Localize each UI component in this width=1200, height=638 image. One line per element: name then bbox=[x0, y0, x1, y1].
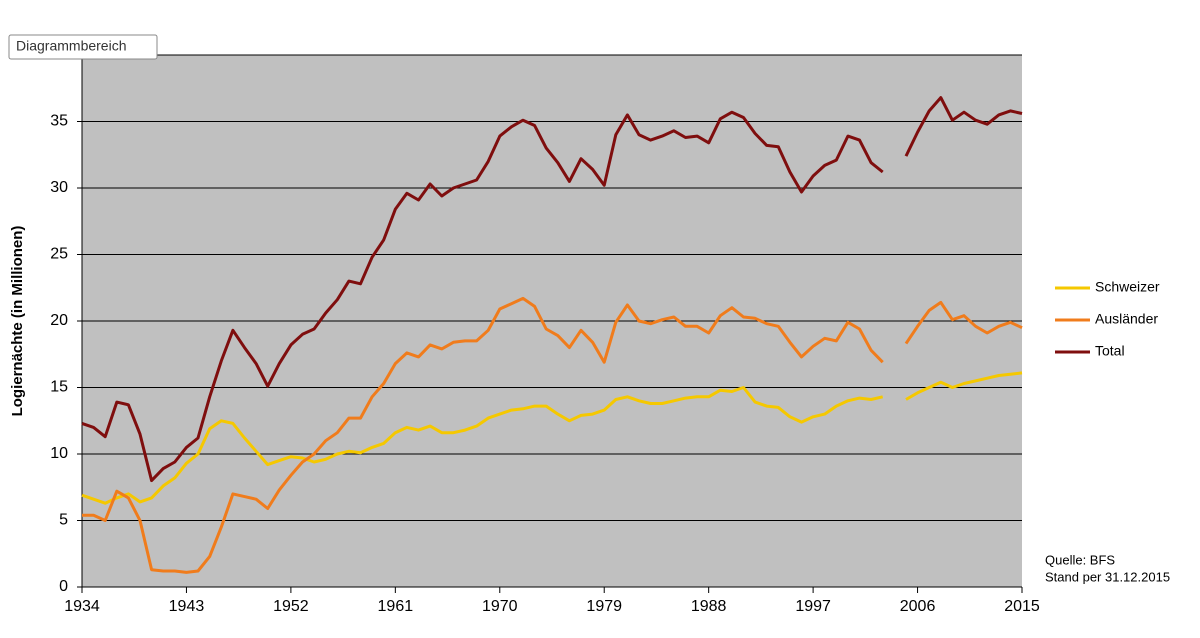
tooltip-box bbox=[8, 34, 158, 60]
x-tick-label: 1952 bbox=[273, 598, 309, 615]
x-tick-label: 2006 bbox=[900, 598, 936, 615]
x-tick-label: 1997 bbox=[795, 598, 831, 615]
y-tick-label: 30 bbox=[50, 179, 68, 196]
y-tick-label: 0 bbox=[59, 578, 68, 595]
y-tick-label: 35 bbox=[50, 113, 68, 130]
source-note: Stand per 31.12.2015 bbox=[1045, 569, 1170, 584]
series-line bbox=[81, 96, 1023, 483]
x-tick-label: 1979 bbox=[586, 598, 622, 615]
x-tick-label: 1988 bbox=[691, 598, 727, 615]
series-line bbox=[81, 371, 1023, 505]
x-tick-label: 1970 bbox=[482, 598, 518, 615]
legend-label: Ausländer bbox=[1095, 311, 1158, 327]
series-line bbox=[82, 296, 1023, 574]
legend-label: Schweizer bbox=[1095, 279, 1160, 295]
y-tick-label: 25 bbox=[50, 246, 68, 263]
y-tick-label: 15 bbox=[50, 379, 68, 396]
legend-label: Total bbox=[1095, 343, 1125, 359]
y-axis-title: Logiernächte (in Millionen) bbox=[9, 226, 26, 417]
tooltip-text: Diagrammbereich bbox=[16, 38, 126, 54]
y-tick-label: 20 bbox=[50, 312, 68, 329]
x-tick-label: 1934 bbox=[64, 598, 100, 615]
y-tick-label: 10 bbox=[50, 445, 68, 462]
x-tick-label: 1961 bbox=[378, 598, 414, 615]
x-tick-label: 1943 bbox=[169, 598, 205, 615]
source-note: Quelle: BFS bbox=[1045, 552, 1115, 567]
x-tick-label: 2015 bbox=[1004, 598, 1040, 615]
y-tick-label: 5 bbox=[59, 512, 68, 529]
